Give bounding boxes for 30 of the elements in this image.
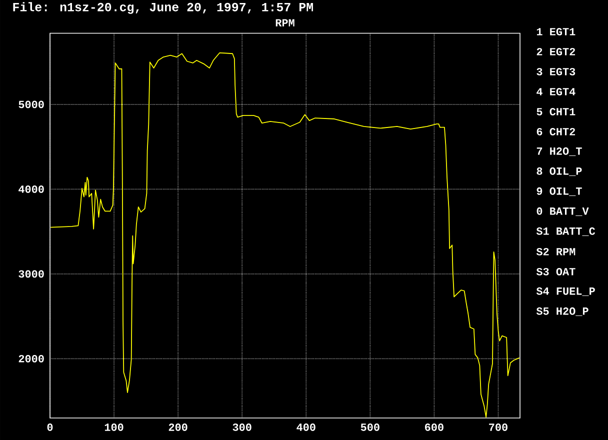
text: 8 OIL_P: [536, 167, 582, 176]
x-tick-label: 300: [232, 424, 252, 431]
x-tick-label: 700: [489, 424, 508, 431]
x-tick-label: 600: [425, 424, 444, 431]
text: 6 CHT2: [536, 128, 576, 136]
text: 1 EGT1: [536, 28, 576, 36]
x-tick-label: 200: [168, 424, 188, 431]
y-tick-label: 5000: [18, 100, 44, 108]
x-tick-label: 500: [360, 424, 380, 431]
y-tick-label: 2000: [18, 354, 44, 362]
text: 7 H2O_T: [536, 147, 582, 156]
text: 3 EGT3: [536, 68, 576, 76]
text: 2 EGT2: [536, 48, 576, 56]
chart-subtitle: File: n1sz-20.cg, June 20, 1997, 1:57 PM: [13, 2, 313, 14]
y-tick-label: 3000: [18, 270, 44, 278]
text: S4 FUEL_P: [536, 287, 595, 296]
x-tick-label: 100: [104, 424, 124, 431]
text: 9 OIL_T: [536, 187, 582, 196]
chart-title: RPM: [276, 19, 294, 26]
y-tick-label: 4000: [18, 185, 44, 193]
text: S3 OAT: [536, 268, 576, 276]
text: 0 BATT_V: [536, 207, 589, 216]
text: S2 RPM: [536, 248, 576, 256]
text: 5 CHT1: [536, 108, 576, 116]
text: S1 BATT_C: [536, 227, 596, 236]
text: S5 H2O_P: [536, 307, 588, 316]
line-series: [50, 52, 520, 418]
x-tick-label: 0: [47, 424, 53, 431]
x-tick-label: 400: [296, 424, 316, 431]
text: 4 EGT4: [536, 88, 576, 96]
